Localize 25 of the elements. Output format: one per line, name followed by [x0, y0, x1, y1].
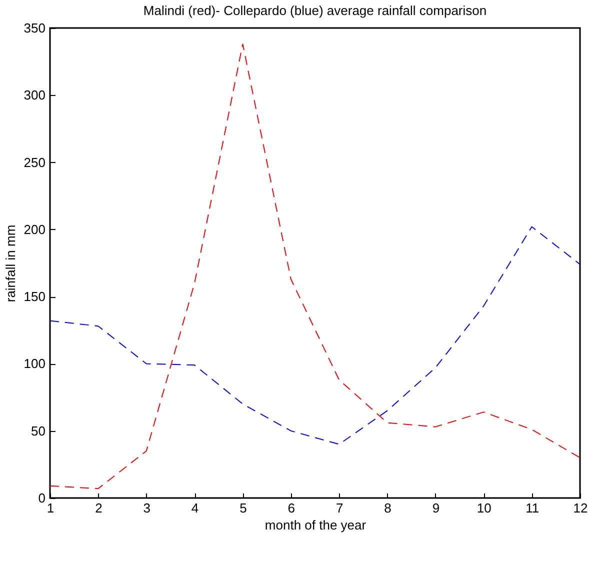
- x-tick-label: 1: [46, 500, 54, 516]
- x-tick-label: 3: [143, 500, 150, 516]
- x-tick-label: 11: [526, 500, 540, 516]
- x-axis-title: month of the year: [264, 518, 367, 532]
- x-tick-label: 10: [476, 500, 492, 516]
- y-tick-label: 350: [24, 20, 46, 36]
- y-tick-label: 250: [24, 154, 46, 170]
- x-tick-label: 4: [191, 500, 199, 516]
- x-tick-label: 6: [288, 500, 296, 516]
- y-tick-label: 50: [31, 423, 46, 438]
- y-tick-label: 0: [38, 490, 46, 506]
- line-series: [50, 226, 580, 445]
- y-tick-label: 150: [24, 289, 46, 304]
- x-tick-label: 12: [573, 500, 588, 516]
- x-tick-label: 7: [336, 500, 344, 516]
- y-tick-label: 100: [24, 356, 46, 372]
- line-series: [50, 44, 580, 490]
- x-tick-label: 8: [384, 500, 392, 516]
- x-tick-label: 9: [432, 500, 440, 516]
- chart-title: Malindi (red)- Collepardo (blue) average rainfall comparison: [143, 3, 487, 18]
- y-tick-label: 300: [24, 88, 46, 103]
- x-tick-label: 2: [95, 500, 102, 516]
- y-axis-title: rainfall in mm: [2, 224, 18, 302]
- y-tick-label: 200: [24, 222, 46, 237]
- x-tick-label: 5: [240, 500, 247, 516]
